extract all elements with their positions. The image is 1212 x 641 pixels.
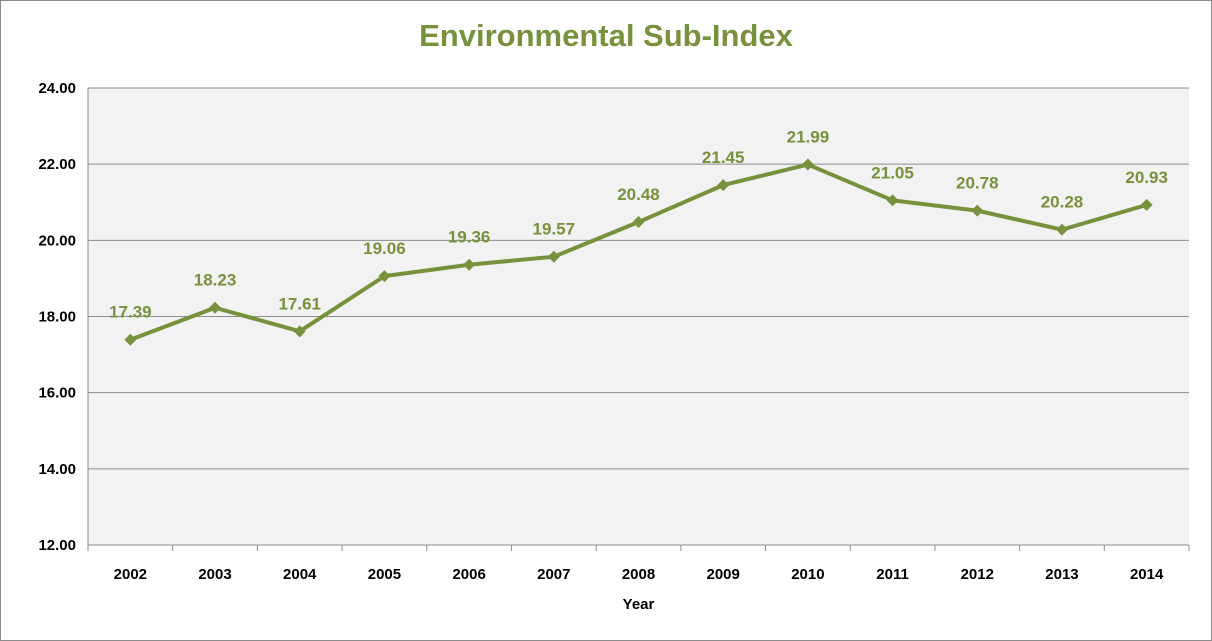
data-point-marker <box>547 250 560 263</box>
data-label: 20.28 <box>1041 193 1084 212</box>
data-point-marker <box>1140 198 1153 211</box>
data-point-marker <box>632 216 645 229</box>
y-tick-label: 18.00 <box>38 309 76 326</box>
data-label: 20.93 <box>1125 168 1168 187</box>
data-label: 19.57 <box>533 220 576 239</box>
data-labels: 17.39 18.23 17.61 19.06 19.36 19.57 20.48 21.45… <box>109 128 1168 322</box>
data-label: 18.23 <box>194 271 237 290</box>
data-label: 21.05 <box>871 163 914 182</box>
x-tick-label: 2003 <box>198 566 231 583</box>
x-tick-label: 2010 <box>791 566 824 583</box>
y-tick-label: 22.00 <box>38 156 76 173</box>
gridlines <box>88 87 1189 470</box>
x-tick-label: 2005 <box>368 566 401 583</box>
x-tick-label: 2011 <box>876 566 909 583</box>
data-point-marker <box>124 333 137 346</box>
chart-title: Environmental Sub-Index <box>419 18 793 53</box>
x-tick-label: 2004 <box>283 566 317 583</box>
x-tick-label: 2013 <box>1045 566 1078 583</box>
data-point-marker <box>378 270 391 283</box>
y-tick-label: 14.00 <box>38 461 76 478</box>
data-point-marker <box>1055 223 1068 236</box>
data-label: 20.48 <box>617 185 660 204</box>
data-label: 20.78 <box>956 174 999 193</box>
y-tick-label: 16.00 <box>38 385 76 402</box>
data-label: 17.61 <box>278 294 321 313</box>
data-point-marker <box>209 301 222 314</box>
x-tick-label: 2002 <box>114 566 147 583</box>
y-tick-label: 24.00 <box>38 80 76 97</box>
y-tick-label: 12.00 <box>38 537 76 554</box>
x-tick-label: 2007 <box>537 566 570 583</box>
data-label: 19.06 <box>363 239 406 258</box>
data-point-marker <box>463 258 476 271</box>
data-point-marker <box>886 194 899 207</box>
data-point-marker <box>293 325 306 338</box>
data-label: 17.39 <box>109 303 152 322</box>
x-tick-label: 2014 <box>1130 566 1164 583</box>
x-axis-title: Year <box>623 596 655 613</box>
x-axis: 2002 2003 2004 2005 2006 2007 2008 2009 2010 2011… <box>87 88 1190 583</box>
data-label: 21.99 <box>787 128 830 147</box>
series-line <box>124 158 1153 346</box>
x-tick-label: 2006 <box>452 566 485 583</box>
data-label: 19.36 <box>448 228 491 247</box>
data-point-marker <box>971 204 984 217</box>
y-tick-label: 20.00 <box>38 232 76 249</box>
x-tick-label: 2009 <box>707 566 740 583</box>
x-tick-label: 2008 <box>622 566 655 583</box>
y-axis-ticks: 12.00 14.00 16.00 18.00 20.00 22.00 24.00 <box>38 80 76 554</box>
data-label: 21.45 <box>702 148 745 167</box>
x-tick-label: 2012 <box>961 566 994 583</box>
data-point-marker <box>717 179 730 192</box>
data-point-marker <box>801 158 814 171</box>
